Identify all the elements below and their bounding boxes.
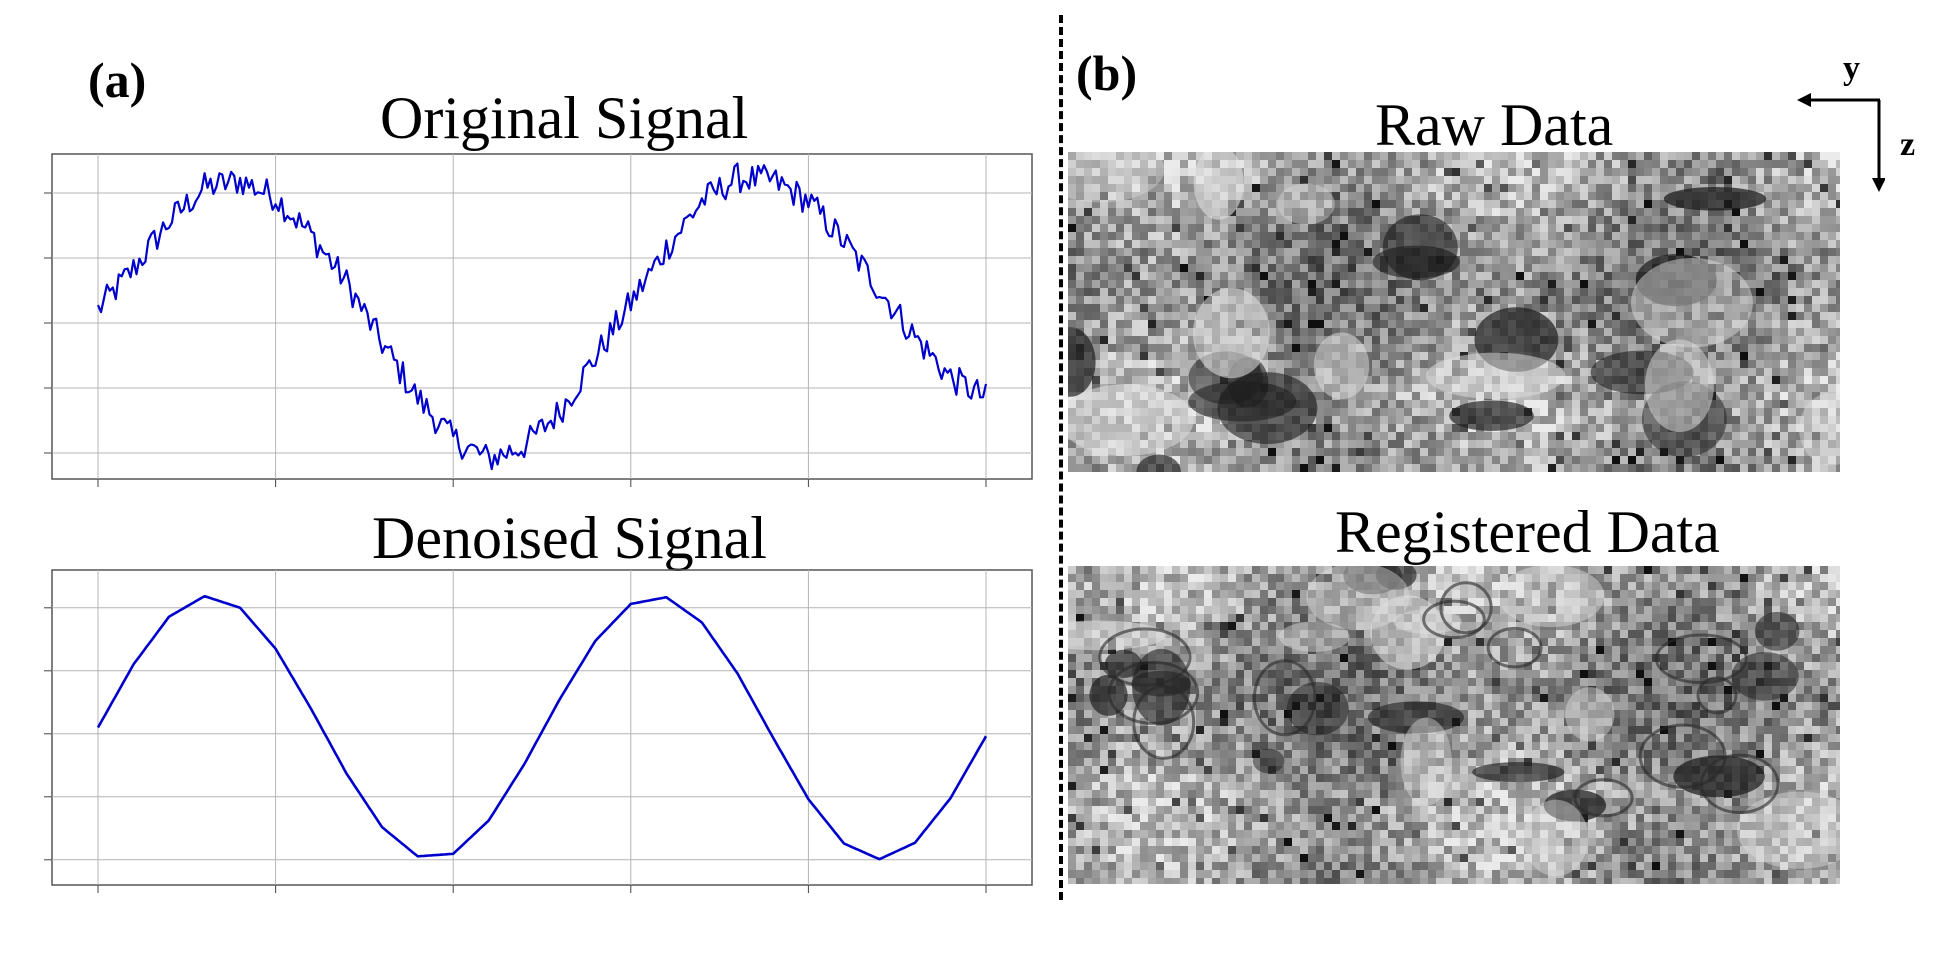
dark-region [1375,566,1417,590]
light-region [1523,799,1589,877]
cell-outline [1696,676,1738,715]
cell-outline [1699,753,1780,814]
light-region [1400,717,1452,806]
plot-frame [51,569,1033,886]
dark-region [1104,649,1142,678]
cell-outline [1107,660,1200,725]
cell-outline [1573,778,1634,818]
denoised-signal-chart [44,569,1033,893]
dark-region [1367,701,1465,734]
cell-outline [1422,599,1486,640]
raw-data-image [1068,152,1840,472]
dark-region [1635,253,1717,307]
original-signal-chart [44,153,1033,487]
cell-outline [1098,627,1192,687]
z-axis-label: z [1900,126,1916,163]
light-region [1565,687,1615,742]
dark-region [1068,327,1096,397]
light-region [1068,384,1194,456]
plot-frame [51,153,1033,480]
dark-region [1286,682,1349,736]
registered-data-image [1068,566,1840,884]
dark-region [1252,748,1285,774]
dark-region [1731,652,1799,701]
light-region [1497,566,1605,628]
light-region [1279,621,1350,652]
light-region [1193,152,1244,220]
dark-region [1754,611,1800,651]
dark-region [1663,187,1767,211]
dark-region [1472,762,1565,783]
light-region [1192,287,1270,379]
cell-outline [1654,633,1748,685]
raw-data-title: Raw Data [1375,92,1614,158]
signal-series-line [96,594,988,861]
y-axis-label: y [1843,50,1860,87]
cell-outline [1132,684,1196,760]
light-region [1736,791,1840,869]
cell-outline [1252,659,1317,737]
dark-region [1136,454,1181,472]
light-region [1313,332,1370,400]
light-region [1277,183,1335,225]
light-region [1393,609,1462,634]
cell-outline [1486,626,1543,669]
denoised-signal-title: Denoised Signal [372,505,767,571]
light-region [1425,352,1566,399]
orientation-arrows [1797,93,1885,192]
dark-region [1673,755,1765,798]
light-region [1644,339,1714,433]
panel-divider [1059,15,1063,900]
original-signal-title: Original Signal [380,85,749,151]
cell-outline [1439,581,1493,635]
signal-series-line [96,162,988,471]
dark-region [1449,400,1534,431]
light-region [1799,393,1840,466]
registered-data-title: Registered Data [1335,499,1720,565]
panel-b-label: (b) [1076,45,1138,101]
panel-a-label: (a) [88,52,147,108]
dark-region [1382,214,1458,281]
light-region [1068,152,1165,203]
light-region [1630,258,1753,348]
